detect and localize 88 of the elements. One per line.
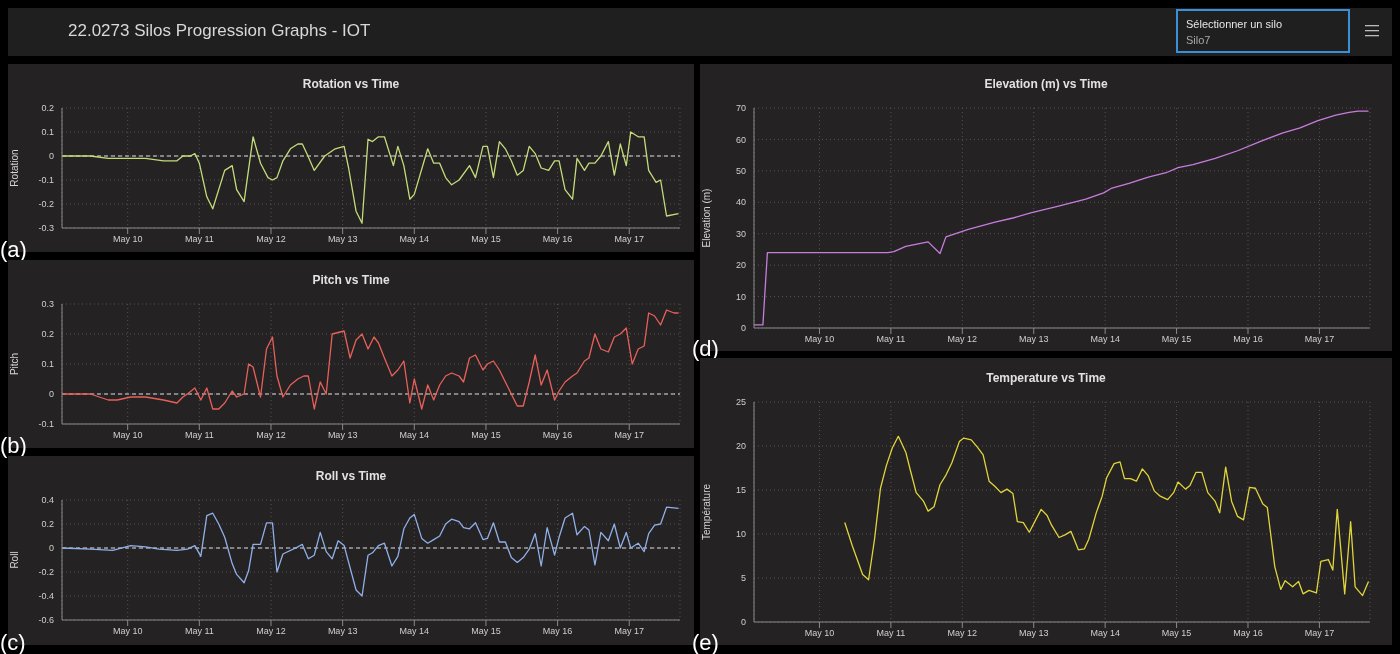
y-tick-label: -0.4 — [38, 591, 54, 602]
x-tick-label: May 16 — [542, 626, 573, 637]
y-tick-label: 0.1 — [41, 359, 54, 370]
text: 22.0273 Silos Progression Graphs - IOT — [68, 21, 371, 41]
x-tick-label: May 10 — [112, 234, 143, 245]
y-tick-label: -0.3 — [38, 223, 54, 234]
y-axis-title: Elevation (m) — [700, 188, 712, 248]
x-tick-label: May 15 — [471, 430, 501, 441]
y-tick-label: 50 — [735, 166, 746, 177]
x-tick-label: May 16 — [1233, 628, 1263, 639]
text: (b) — [0, 433, 27, 458]
x-tick-label: May 12 — [947, 628, 978, 639]
x-tick-label: May 13 — [327, 430, 358, 441]
y-tick-label: -0.2 — [38, 199, 54, 210]
x-tick-label: May 12 — [256, 234, 286, 245]
text: (e) — [692, 630, 719, 654]
x-tick-label: May 15 — [1161, 334, 1192, 345]
x-tick-label: May 17 — [1304, 628, 1335, 639]
y-tick-label: -0.6 — [38, 615, 54, 626]
x-tick-label: May 11 — [184, 234, 214, 245]
y-tick-label: 0 — [48, 543, 54, 554]
x-tick-label: May 11 — [876, 628, 906, 639]
x-tick-label: May 14 — [399, 430, 430, 441]
y-tick-label: 0.2 — [41, 519, 54, 530]
x-tick-label: May 10 — [804, 628, 835, 639]
x-tick-label: May 17 — [614, 430, 644, 441]
x-tick-label: May 16 — [1233, 334, 1263, 345]
y-tick-label: 20 — [735, 441, 746, 452]
y-tick-label: 40 — [735, 197, 746, 208]
y-tick-label: 0 — [48, 151, 54, 162]
y-tick-label: 0.1 — [41, 127, 54, 138]
y-tick-label: -0.1 — [38, 419, 54, 430]
x-tick-label: May 12 — [256, 626, 286, 637]
x-tick-label: May 13 — [1018, 334, 1049, 345]
y-tick-label: 30 — [735, 228, 746, 239]
y-tick-label: 0 — [48, 389, 54, 400]
dropdown-field: Sélectionner un silo Silo7 — [1176, 9, 1350, 53]
y-tick-label: 15 — [735, 485, 746, 496]
chart-title: Pitch vs Time — [311, 273, 391, 287]
x-tick-label: May 10 — [112, 430, 143, 441]
x-tick-label: May 15 — [471, 626, 501, 637]
y-tick-label: 0.2 — [41, 329, 54, 340]
x-tick-label: May 13 — [327, 626, 358, 637]
x-tick-label: May 14 — [1090, 628, 1120, 639]
y-tick-label: 0.4 — [41, 495, 54, 506]
chart-title: Temperature vs Time — [985, 371, 1107, 385]
y-tick-label: 0 — [740, 323, 746, 334]
x-tick-label: May 16 — [542, 234, 573, 245]
x-tick-label: May 14 — [399, 234, 430, 245]
y-tick-label: 5 — [740, 573, 746, 584]
y-tick-label: 0 — [740, 617, 746, 628]
y-tick-label: -0.1 — [38, 175, 54, 186]
y-tick-label: 10 — [735, 529, 746, 540]
x-tick-label: May 12 — [947, 334, 978, 345]
text: (d) — [692, 336, 719, 361]
x-tick-label: May 14 — [399, 626, 430, 637]
x-tick-label: May 16 — [542, 430, 573, 441]
x-tick-label: May 10 — [112, 626, 143, 637]
x-tick-label: May 14 — [1090, 334, 1120, 345]
x-tick-label: May 13 — [327, 234, 358, 245]
text: (a) — [0, 237, 27, 262]
x-tick-label: May 17 — [614, 234, 644, 245]
x-tick-label: May 11 — [184, 430, 214, 441]
x-tick-label: May 11 — [876, 334, 906, 345]
x-tick-label: May 12 — [256, 430, 286, 441]
y-axis-title: Roll — [8, 551, 20, 569]
x-tick-label: May 11 — [184, 626, 214, 637]
chart-title: Roll vs Time — [314, 469, 388, 483]
y-tick-label: 25 — [735, 397, 746, 408]
chart-title: Rotation vs Time — [301, 77, 401, 91]
x-tick-label: May 15 — [471, 234, 501, 245]
y-axis-title: Pitch — [8, 352, 20, 376]
y-tick-label: 10 — [735, 291, 746, 302]
y-tick-label: -0.2 — [38, 567, 54, 578]
x-tick-label: May 10 — [804, 334, 835, 345]
text: (c) — [0, 630, 26, 654]
y-axis-title: Température — [700, 483, 712, 541]
chart-title: Elevation (m) vs Time — [983, 77, 1109, 91]
x-tick-label: May 17 — [1304, 334, 1335, 345]
y-axis-title: Rotation — [8, 149, 20, 187]
y-tick-label: 70 — [735, 103, 746, 114]
x-tick-label: May 17 — [614, 626, 644, 637]
x-tick-label: May 15 — [1161, 628, 1192, 639]
y-tick-label: 60 — [735, 134, 746, 145]
y-tick-label: 0.3 — [41, 299, 54, 310]
y-tick-label: 0.2 — [41, 103, 54, 114]
y-tick-label: 20 — [735, 260, 746, 271]
x-tick-label: May 13 — [1018, 628, 1049, 639]
